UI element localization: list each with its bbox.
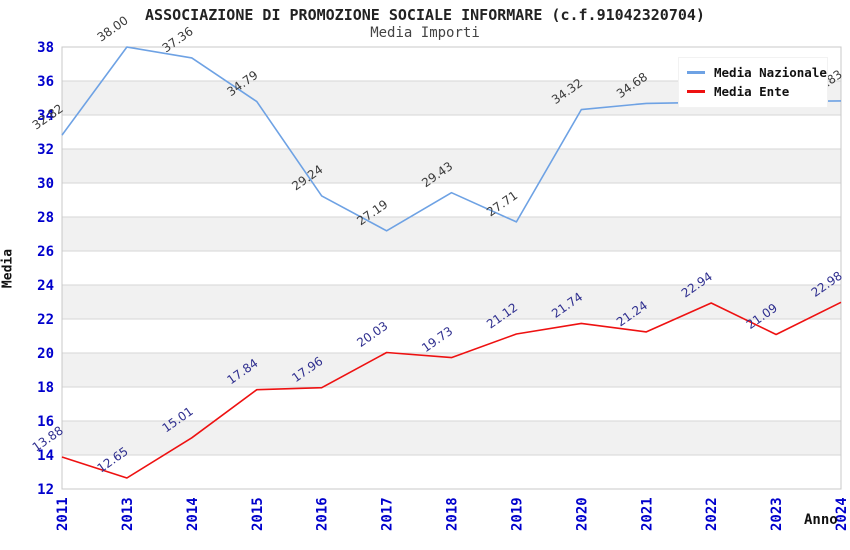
- plot-band: [62, 149, 841, 183]
- x-tick-label: 2015: [250, 497, 266, 531]
- x-tick-label: 2011: [55, 497, 71, 531]
- chart-title: ASSOCIAZIONE DI PROMOZIONE SOCIALE INFOR…: [145, 6, 705, 24]
- y-tick-label: 32: [37, 142, 54, 158]
- chart-subtitle: Media Importi: [370, 25, 480, 41]
- legend-label: Media Ente: [714, 84, 790, 99]
- x-tick-label: 2018: [445, 497, 461, 531]
- legend-item-media-nazionale: Media Nazionale: [687, 63, 827, 82]
- x-tick-label: 2017: [380, 497, 396, 531]
- legend-swatch-red-line-icon: [687, 90, 705, 93]
- x-tick-label: 2023: [769, 497, 785, 531]
- x-tick-label: 2024: [834, 497, 850, 531]
- legend-label: Media Nazionale: [714, 65, 827, 80]
- y-tick-label: 18: [37, 380, 54, 396]
- y-tick-label: 36: [37, 74, 54, 90]
- plot-border: [61, 46, 842, 490]
- x-tick-label: 2021: [639, 497, 655, 531]
- series-line-media-ente: [61, 301, 842, 479]
- y-tick-label: 28: [37, 210, 54, 226]
- x-tick-label: 2020: [574, 497, 590, 531]
- y-tick-label: 20: [37, 346, 54, 362]
- x-tick-label: 2016: [315, 497, 331, 531]
- legend-item-media-ente: Media Ente: [687, 82, 819, 101]
- x-tick-label: 2014: [185, 497, 201, 531]
- y-tick-label: 34: [37, 108, 54, 124]
- point-label: 20.03: [354, 319, 390, 350]
- y-tick-label: 26: [37, 244, 54, 260]
- legend-swatch-blue-line-icon: [687, 71, 705, 74]
- plot-band: [62, 353, 841, 387]
- y-tick-label: 12: [37, 482, 54, 498]
- x-tick-label: 2019: [509, 497, 525, 531]
- x-tick-label: 2013: [120, 497, 136, 531]
- point-label: 19.73: [419, 324, 455, 355]
- y-tick-label: 22: [37, 312, 54, 328]
- plot-band: [62, 285, 841, 319]
- y-axis-title: Media: [0, 248, 16, 289]
- y-tick-label: 24: [37, 278, 54, 294]
- x-tick-label: 2022: [704, 497, 720, 531]
- plot-band: [62, 217, 841, 251]
- y-tick-label: 16: [37, 414, 54, 430]
- y-tick-label: 14: [37, 448, 54, 464]
- y-tick-label: 30: [37, 176, 54, 192]
- point-label: 32.82: [30, 101, 66, 132]
- x-axis-title: Anno: [804, 512, 838, 528]
- y-tick-label: 38: [37, 40, 54, 56]
- legend-box: Media Nazionale Media Ente: [678, 57, 828, 108]
